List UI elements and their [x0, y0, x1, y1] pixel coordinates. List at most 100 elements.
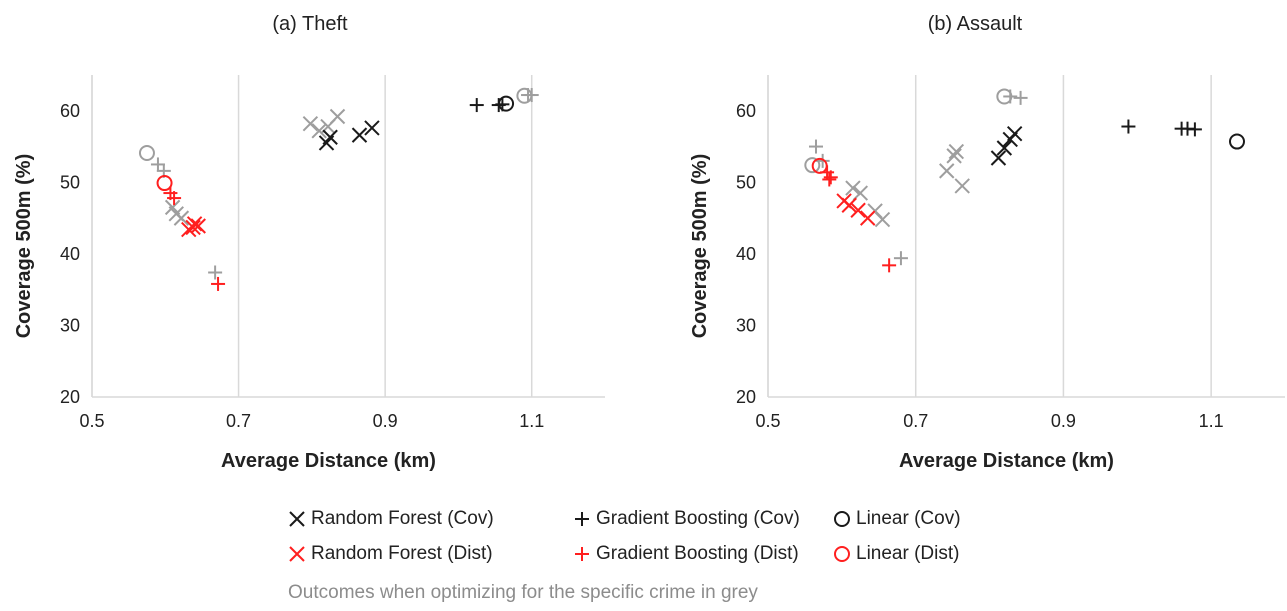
legend-label: Gradient Boosting (Dist) — [596, 543, 799, 564]
data-point — [809, 139, 824, 154]
y-tick-label: 20 — [736, 387, 756, 407]
y-tick-label: 60 — [736, 101, 756, 121]
data-point — [208, 265, 223, 280]
data-point — [469, 98, 484, 113]
data-point — [364, 120, 380, 136]
data-point — [322, 129, 338, 145]
y-tick-label: 50 — [60, 172, 80, 192]
x-tick-label: 0.7 — [226, 411, 251, 431]
data-point — [850, 202, 866, 218]
legend: Random Forest (Cov) Gradient Boosting (C… — [0, 500, 1287, 611]
series — [181, 216, 206, 238]
legend-label: Linear (Dist) — [856, 543, 960, 564]
data-point — [302, 115, 319, 132]
legend-label: Gradient Boosting (Cov) — [596, 508, 800, 529]
chart-title: (b) Assault — [928, 13, 1023, 35]
series — [138, 87, 533, 161]
plus-marker-icon — [575, 547, 589, 561]
legend-marker — [834, 511, 850, 527]
data-point — [996, 140, 1013, 156]
legend-note: Outcomes when optimizing for the specifi… — [288, 582, 758, 603]
legend-marker — [575, 512, 589, 526]
data-point — [164, 199, 181, 216]
data-point — [1121, 119, 1136, 134]
data-point — [882, 258, 897, 273]
data-point — [185, 219, 201, 236]
data-point — [1013, 90, 1028, 105]
series — [809, 89, 1028, 266]
data-point — [954, 178, 970, 194]
series — [990, 125, 1023, 166]
data-point — [1228, 133, 1245, 150]
data-point — [823, 170, 838, 185]
data-point — [516, 87, 533, 104]
series — [318, 120, 380, 151]
data-point — [351, 127, 368, 143]
x-axis-label: Average Distance (km) — [221, 450, 436, 472]
x-tick-label: 0.5 — [755, 411, 780, 431]
x-axis-label: Average Distance (km) — [899, 450, 1114, 472]
legend-item-linear-cov: Linear (Cov) — [832, 508, 961, 530]
data-point — [990, 150, 1007, 166]
y-tick-label: 30 — [736, 315, 756, 335]
y-axis-label: Coverage 500m (%) — [13, 154, 35, 339]
series — [836, 193, 876, 226]
circle-marker-icon — [834, 546, 850, 562]
plus-marker-icon — [575, 512, 589, 526]
y-tick-label: 20 — [60, 387, 80, 407]
series — [1228, 133, 1245, 150]
data-point — [1006, 125, 1023, 142]
y-tick-label: 50 — [736, 172, 756, 192]
data-point — [190, 218, 206, 234]
data-point — [211, 276, 226, 291]
legend-label: Linear (Cov) — [856, 508, 961, 529]
series — [1121, 119, 1202, 137]
series — [164, 108, 346, 226]
y-tick-label: 40 — [60, 244, 80, 264]
chart-title: (a) Theft — [272, 13, 348, 35]
data-point — [948, 143, 965, 160]
data-point — [811, 157, 828, 174]
legend-marker — [834, 546, 850, 562]
data-point — [186, 216, 203, 232]
x-marker-icon — [289, 546, 305, 562]
x-tick-label: 0.7 — [903, 411, 928, 431]
data-point — [173, 210, 190, 226]
y-tick-label: 30 — [60, 315, 80, 335]
x-marker-icon — [289, 511, 305, 527]
series — [498, 95, 515, 112]
series — [156, 175, 173, 192]
data-point — [804, 157, 821, 174]
data-point — [311, 123, 327, 139]
legend-item-linear-dist: Linear (Dist) — [832, 543, 959, 565]
data-point — [874, 211, 891, 228]
data-point — [996, 88, 1013, 105]
x-tick-label: 1.1 — [1199, 411, 1224, 431]
series — [163, 186, 226, 291]
data-point — [138, 144, 155, 161]
x-tick-label: 0.9 — [1051, 411, 1076, 431]
circle-marker-icon — [834, 511, 850, 527]
x-tick-label: 0.9 — [373, 411, 398, 431]
y-tick-label: 40 — [736, 244, 756, 264]
legend-item-gradient-boosting-cov: Gradient Boosting (Cov) — [572, 508, 800, 530]
data-point — [156, 175, 173, 192]
legend-item-gradient-boosting-dist: Gradient Boosting (Dist) — [572, 543, 799, 565]
series — [804, 88, 1013, 174]
y-axis-label: Coverage 500m (%) — [689, 154, 711, 339]
data-point — [946, 148, 962, 164]
data-point — [1187, 122, 1202, 137]
legend-item-random-forest-cov: Random Forest (Cov) — [287, 508, 494, 530]
legend-label: Random Forest (Cov) — [311, 508, 494, 529]
data-point — [845, 180, 861, 196]
data-point — [939, 163, 955, 179]
data-point — [822, 172, 837, 187]
data-point — [841, 197, 857, 213]
legend-marker — [289, 511, 305, 527]
legend-item-random-forest-dist: Random Forest (Dist) — [287, 543, 493, 565]
legend-marker — [575, 547, 589, 561]
x-tick-label: 0.5 — [79, 411, 104, 431]
series — [811, 157, 828, 174]
data-point — [860, 210, 876, 226]
x-tick-label: 1.1 — [519, 411, 544, 431]
